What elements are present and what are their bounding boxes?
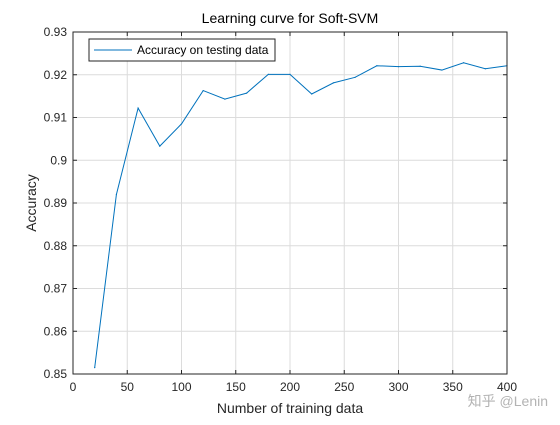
tick-layer	[72, 31, 508, 375]
data-point	[159, 145, 161, 147]
y-tick-labels: 0.85 0.86 0.87 0.88 0.89 0.9 0.91 0.92 0.93	[44, 25, 68, 381]
y-tick-label: 0.89	[44, 196, 68, 210]
y-tick-label: 0.86	[44, 324, 68, 338]
x-axis-label: Number of training data	[217, 400, 364, 416]
y-tick-label: 0.85	[44, 367, 68, 381]
data-point	[267, 73, 269, 75]
grid-layer	[72, 31, 508, 375]
data-point	[311, 93, 313, 95]
y-axis-label: Accuracy	[23, 174, 39, 232]
data-point	[115, 193, 117, 196]
data-point	[94, 366, 96, 369]
data-point	[246, 92, 248, 94]
data-point	[354, 76, 356, 78]
data-point	[137, 107, 139, 109]
data-point	[202, 89, 204, 92]
x-tick-label: 200	[280, 380, 300, 394]
y-tick-label: 0.87	[44, 282, 68, 296]
data-point	[484, 68, 486, 70]
y-tick-label: 0.91	[44, 111, 68, 125]
data-point	[419, 65, 421, 67]
data-point	[289, 73, 291, 75]
y-tick-label: 0.93	[44, 25, 68, 39]
data-point	[397, 66, 400, 68]
data-point	[441, 69, 443, 71]
chart-title: Learning curve for Soft-SVM	[202, 10, 379, 26]
watermark: 知乎 @Lenin	[468, 393, 548, 409]
x-tick-label: 150	[226, 380, 246, 394]
y-tick-label: 0.9	[50, 153, 67, 167]
y-tick-label: 0.92	[44, 68, 68, 82]
x-tick-label: 100	[171, 380, 191, 394]
y-tick-label: 0.88	[44, 239, 68, 253]
x-tick-label: 50	[121, 380, 135, 394]
data-point	[463, 62, 465, 64]
x-tick-label: 250	[334, 380, 354, 394]
data-point	[376, 65, 378, 67]
legend-box	[88, 38, 276, 62]
data-point	[224, 98, 226, 100]
data-point	[180, 123, 183, 125]
series-layer	[94, 62, 508, 369]
x-tick-label: 300	[388, 380, 408, 394]
series-line	[94, 62, 508, 368]
legend-label: Accuracy on testing data	[137, 43, 269, 57]
legend: Accuracy on testing data	[88, 38, 276, 62]
x-tick-label: 0	[70, 380, 77, 394]
x-tick-label: 400	[497, 380, 517, 394]
data-point	[332, 82, 334, 84]
x-tick-labels: 0 50 100 150 200 250 300 350 400	[70, 380, 518, 394]
x-tick-label: 350	[443, 380, 463, 394]
